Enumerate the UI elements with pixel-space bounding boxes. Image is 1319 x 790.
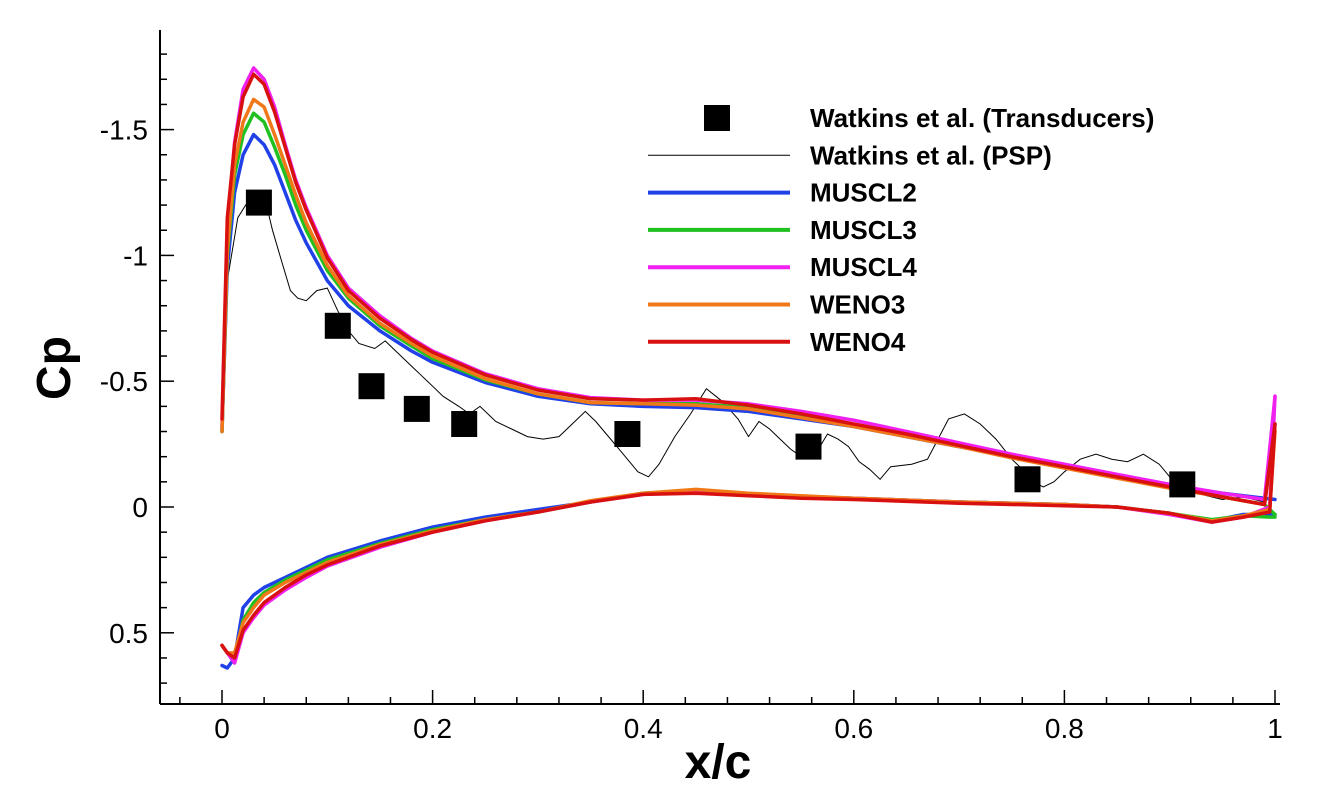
x-tick-label: 1 xyxy=(1267,713,1283,744)
legend-transducers-label: Watkins et al. (Transducers) xyxy=(810,103,1154,133)
transducer-point-1 xyxy=(245,189,272,216)
x-tick-label: 0.6 xyxy=(834,713,873,744)
psp-line xyxy=(221,191,1265,503)
transducer-point-2 xyxy=(324,312,351,339)
transducer-point-3 xyxy=(358,373,385,400)
transducer-point-7 xyxy=(795,433,822,460)
transducer-point-9 xyxy=(1169,471,1196,498)
legend-psp-label: Watkins et al. (PSP) xyxy=(810,140,1052,170)
x-tick-label: 0 xyxy=(214,713,230,744)
legend-muscl4-label: MUSCL4 xyxy=(810,252,917,282)
series-weno4-lower-line xyxy=(220,422,1277,660)
y-tick-label: -0.5 xyxy=(100,366,148,397)
legend-weno3-label: WENO3 xyxy=(810,290,905,320)
y-tick-label: -1 xyxy=(123,240,148,271)
transducer-point-6 xyxy=(614,421,641,447)
x-tick-label: 0.8 xyxy=(1045,713,1084,744)
y-tick-label: 0 xyxy=(132,492,148,523)
y-axis-title: Cp xyxy=(28,336,81,400)
legend: Watkins et al. (Transducers) Watkins et a… xyxy=(648,103,1154,357)
y-tick-label: 0.5 xyxy=(109,618,148,649)
series-weno3-upper-line xyxy=(220,97,1277,507)
plot-lines xyxy=(220,66,1277,670)
x-tick-label: 0.2 xyxy=(413,713,452,744)
transducer-markers xyxy=(245,189,1196,498)
transducer-point-4 xyxy=(403,395,430,422)
legend-muscl2-label: MUSCL2 xyxy=(810,178,917,208)
series-muscl2-lower-line xyxy=(220,490,1277,670)
legend-transducers-symbol xyxy=(704,105,730,131)
series-muscl3-lower-line xyxy=(220,488,1277,660)
legend-weno4-label: WENO4 xyxy=(810,327,906,357)
axes: 0 0.2 0.4 0.6 0.8 1 -1.5 -1 -0.5 0 0.5 x/c Cp xyxy=(28,30,1283,789)
x-axis-title: x/c xyxy=(685,736,752,789)
y-tick-label: -1.5 xyxy=(100,115,148,146)
legend-muscl3-label: MUSCL3 xyxy=(810,215,917,245)
x-tick-label: 0.4 xyxy=(624,713,663,744)
series-weno4-upper-line xyxy=(220,72,1277,507)
transducer-point-5 xyxy=(451,411,478,437)
transducer-point-8 xyxy=(1014,466,1041,493)
